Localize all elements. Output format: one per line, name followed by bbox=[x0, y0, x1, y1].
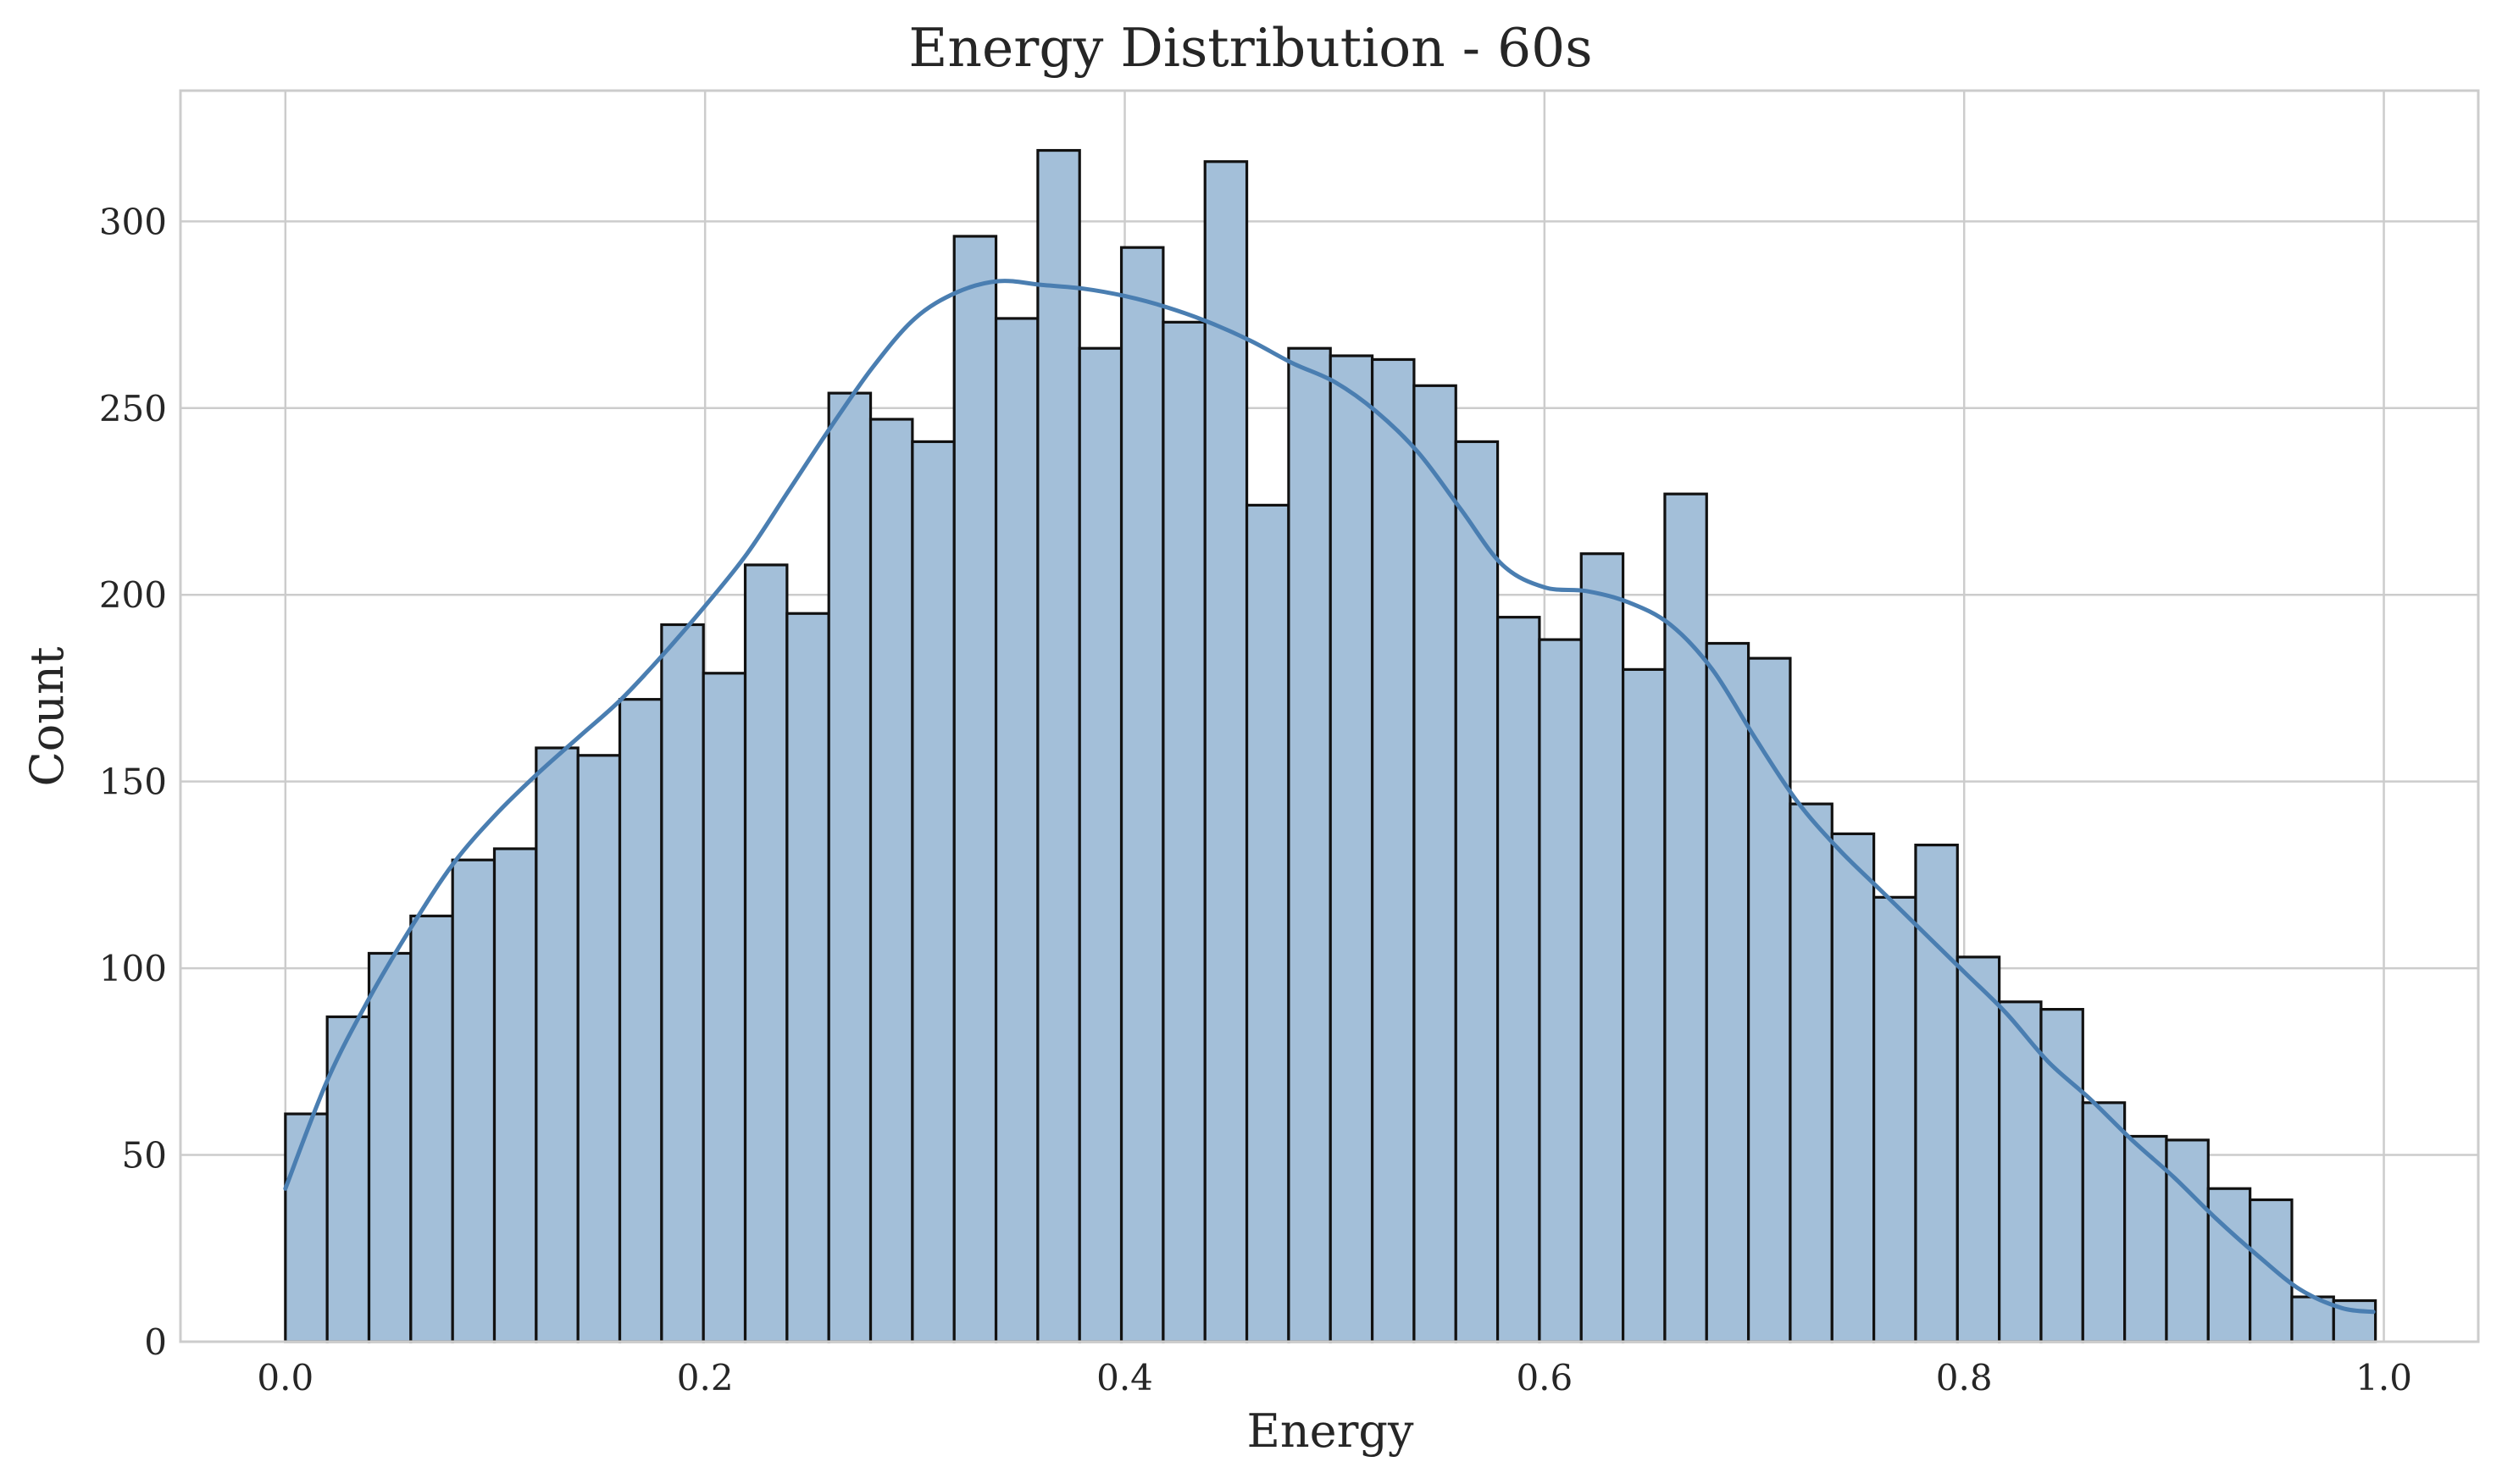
kde-line bbox=[283, 279, 2376, 1315]
histogram-bar bbox=[1287, 346, 1332, 1343]
histogram-bar bbox=[367, 951, 413, 1343]
histogram-bar bbox=[1329, 354, 1374, 1343]
axes-frame bbox=[179, 89, 2480, 1343]
histogram-bar bbox=[618, 698, 663, 1343]
histogram-bar bbox=[1078, 346, 1123, 1343]
y-tick-label: 200 bbox=[99, 574, 167, 616]
x-tick-label: 0.0 bbox=[257, 1357, 313, 1398]
histogram-bar bbox=[1162, 320, 1207, 1343]
y-tick-label: 100 bbox=[99, 948, 167, 989]
x-tick-label: 1.0 bbox=[2355, 1357, 2412, 1398]
histogram-bar bbox=[1830, 832, 1876, 1343]
histogram-bar bbox=[1998, 1000, 2043, 1343]
histogram-bar bbox=[492, 847, 538, 1343]
x-tick-label: 0.2 bbox=[677, 1357, 734, 1398]
histogram-bar bbox=[911, 440, 956, 1343]
x-tick-label: 0.4 bbox=[1096, 1357, 1153, 1398]
histogram-bar bbox=[451, 858, 497, 1343]
histogram-bar bbox=[1663, 492, 1708, 1343]
histogram-bar bbox=[2039, 1008, 2084, 1343]
histogram-bar bbox=[1705, 641, 1750, 1343]
histogram-bar bbox=[827, 391, 873, 1343]
histogram-bar bbox=[994, 317, 1040, 1343]
y-tick-label: 300 bbox=[99, 201, 167, 242]
histogram-bar bbox=[1579, 552, 1625, 1343]
y-tick-label: 150 bbox=[99, 761, 167, 803]
histogram-bar bbox=[868, 418, 914, 1343]
histogram-bar bbox=[743, 563, 789, 1343]
histogram-bar bbox=[535, 746, 580, 1343]
histogram-bar bbox=[785, 612, 830, 1343]
x-tick-label: 0.6 bbox=[1516, 1357, 1573, 1398]
histogram-bar bbox=[1454, 440, 1500, 1343]
histogram-bar bbox=[1245, 503, 1290, 1343]
histogram-bar bbox=[2206, 1187, 2252, 1343]
histogram-bar bbox=[1914, 844, 1959, 1343]
histogram-bar bbox=[952, 235, 998, 1343]
histogram-bar bbox=[1956, 955, 2001, 1343]
histogram-bar bbox=[660, 623, 705, 1343]
bars-layer bbox=[284, 148, 2377, 1343]
histogram-bar bbox=[2081, 1101, 2127, 1343]
histogram-bar bbox=[1495, 616, 1541, 1343]
y-tick-label: 50 bbox=[122, 1135, 167, 1177]
y-tick-label: 250 bbox=[99, 388, 167, 429]
histogram-bar bbox=[702, 672, 747, 1343]
y-tick-labels: 0 50 100 150 200 250 300 bbox=[99, 201, 167, 1363]
histogram-bar bbox=[576, 754, 622, 1343]
chart-title: Energy Distribution - 60s bbox=[908, 17, 1592, 79]
histogram-bar bbox=[1370, 357, 1416, 1343]
x-tick-label: 0.8 bbox=[1936, 1357, 1993, 1398]
histogram-bar bbox=[1119, 246, 1165, 1343]
histogram-bar bbox=[1538, 638, 1583, 1343]
histogram-bar bbox=[1621, 667, 1667, 1343]
histogram-bar bbox=[1789, 802, 1834, 1343]
y-axis-label: Count bbox=[20, 646, 74, 786]
histogram-bar bbox=[1412, 384, 1457, 1343]
x-axis-label: Energy bbox=[1246, 1404, 1414, 1458]
kde-layer bbox=[283, 279, 2376, 1315]
x-tick-labels: 0.0 0.2 0.4 0.6 0.8 1.0 bbox=[257, 1357, 2412, 1398]
histogram-bar bbox=[409, 914, 454, 1343]
y-tick-label: 0 bbox=[144, 1321, 167, 1363]
histogram-bar bbox=[2165, 1138, 2210, 1343]
histogram-bar bbox=[2249, 1198, 2294, 1343]
histogram-bar bbox=[284, 1112, 329, 1343]
histogram-bar bbox=[1036, 148, 1081, 1343]
histogram-bar bbox=[1203, 160, 1249, 1343]
histogram-bar bbox=[1872, 895, 1917, 1343]
